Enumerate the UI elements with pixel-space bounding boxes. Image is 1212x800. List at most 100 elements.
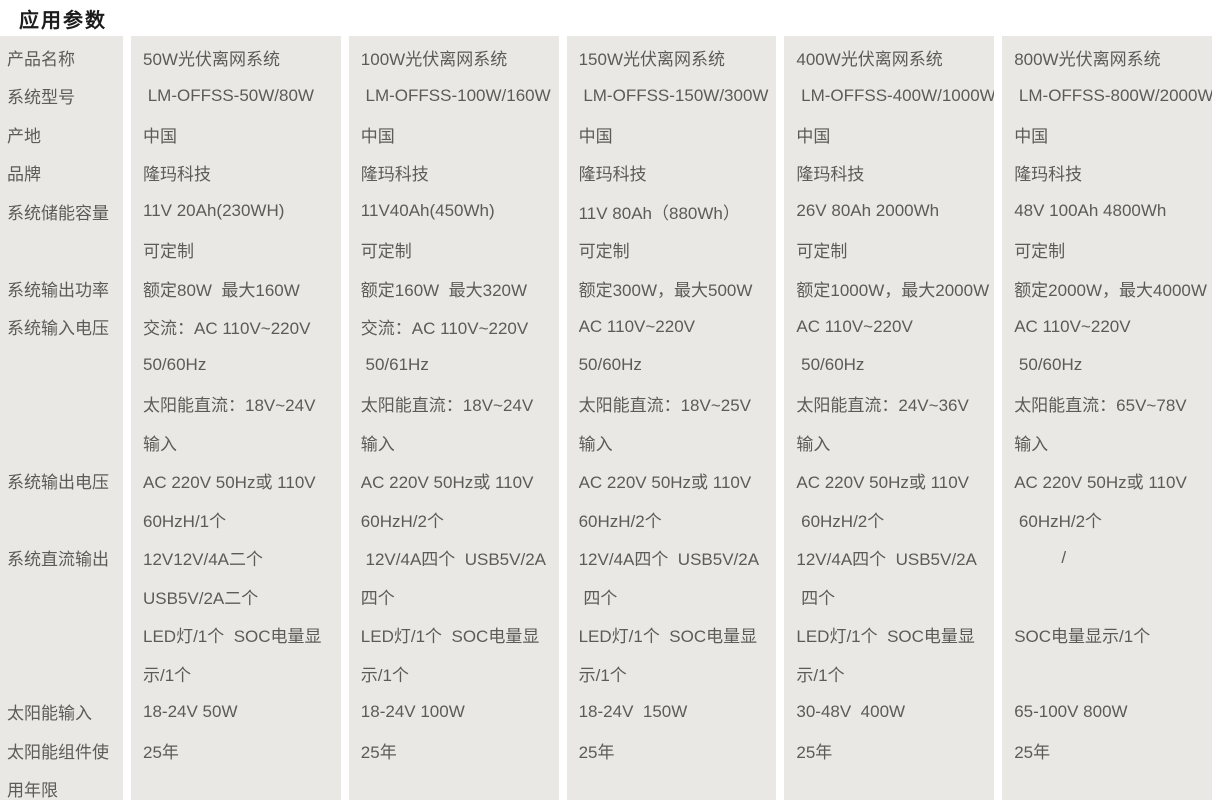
table-cell: [7, 577, 123, 616]
table-cell: 输入: [578, 434, 613, 454]
table-cell: 中国: [578, 126, 613, 146]
table-cell: [1014, 654, 1212, 693]
table-cell: 系统直流输出: [7, 550, 109, 570]
table-cell: 中国: [143, 126, 177, 146]
table-cell: 60HzH/2个: [796, 511, 885, 531]
table-cell: LM-OFFSS-400W/1000W: [796, 85, 995, 105]
table-cell: 太阳能组件使: [7, 742, 109, 762]
table-cell: 产地: [7, 126, 41, 146]
table-cell: 中国: [796, 126, 831, 146]
table-cell: 额定2000W，最大4000W: [1014, 280, 1207, 300]
table-cell: LM-OFFSS-800W/2000W: [1014, 85, 1212, 105]
table-cell: 12V/4A四个 USB5V/2A: [360, 550, 546, 570]
product-column-100w: 100W光伏离网系统 LM-OFFSS-100W/160W 中国 隆玛科技 11V40…: [348, 36, 559, 800]
table-cell: 可定制: [143, 242, 194, 262]
table-cell: 60HzH/2个: [360, 511, 444, 531]
table-cell: 额定80W 最大160W: [143, 280, 300, 300]
table-cell: 65-100V 800W: [1014, 701, 1128, 721]
table-cell: [143, 770, 341, 800]
table-cell: 50W光伏离网系统: [143, 49, 280, 69]
table-cell: 18-24V 150W: [578, 701, 688, 721]
table-cell: 隆玛科技: [796, 165, 865, 185]
table-cell: LED灯/1个 SOC电量显: [360, 627, 540, 647]
table-cell: [361, 770, 559, 800]
product-column-150w: 150W光伏离网系统 LM-OFFSS-150W/300W 中国 隆玛科技 11V 8…: [566, 36, 777, 800]
table-cell: 25年: [143, 742, 179, 762]
product-column-800w: 800W光伏离网系统 LM-OFFSS-800W/2000W 中国 隆玛科技 48V …: [1002, 36, 1212, 800]
table-cell: 可定制: [1014, 242, 1066, 262]
table-cell: 额定160W 最大320W: [360, 280, 528, 300]
table-cell: LM-OFFSS-50W/80W: [143, 85, 314, 105]
table-cell: 太阳能直流：18V~25V: [578, 396, 752, 416]
table-cell: 400W光伏离网系统: [796, 49, 943, 69]
table-cell: 额定300W，最大500W: [578, 280, 753, 300]
table-cell: 系统输入电压: [7, 319, 109, 339]
table-cell: 50/60Hz: [1014, 355, 1083, 375]
table-cell: LM-OFFSS-150W/300W: [578, 85, 769, 105]
table-cell: 12V/4A四个 USB5V/2A: [578, 550, 760, 570]
table-cell: [579, 770, 777, 800]
table-cell: LED灯/1个 SOC电量显: [796, 627, 975, 647]
table-cell: AC 110V~220V: [1014, 316, 1131, 336]
table-cell: 50/60Hz: [143, 355, 207, 375]
table-cell: [7, 423, 123, 462]
table-cell: 交流：AC 110V~220V: [143, 319, 311, 339]
table-cell: 隆玛科技: [360, 165, 429, 185]
table-cell: 太阳能直流：18V~24V: [143, 396, 316, 416]
table-cell: /: [1014, 547, 1067, 567]
table-cell: 输入: [1014, 434, 1049, 454]
spec-table: 产品名称系统型号产地品牌系统储能容量 系统输出功率 系统输入电压 系统输出电压 系统直流…: [0, 36, 1212, 800]
table-cell: 品牌: [7, 165, 41, 185]
table-cell: 系统储能容量: [7, 203, 109, 223]
table-cell: 100W光伏离网系统: [360, 49, 508, 69]
table-cell: 中国: [360, 126, 395, 146]
table-cell: [796, 770, 994, 800]
product-column-50w: 50W光伏离网系统 LM-OFFSS-50W/80W 中国 隆玛科技 11V 20Ah…: [131, 36, 341, 800]
table-cell: 50/60Hz: [578, 355, 642, 375]
table-cell: [7, 346, 123, 385]
table-cell: 11V 20Ah(230WH): [143, 201, 285, 221]
table-cell: 隆玛科技: [1014, 165, 1083, 185]
table-cell: 用年限: [7, 781, 58, 800]
table-cell: [1014, 577, 1212, 616]
product-column-400w: 400W光伏离网系统 LM-OFFSS-400W/1000W 中国隆玛科技 26V …: [784, 36, 995, 800]
table-cell: [7, 500, 123, 539]
table-cell: 可定制: [578, 242, 630, 262]
table-cell: 系统型号: [7, 88, 75, 108]
table-cell: AC 220V 50Hz或 110V: [143, 473, 316, 493]
table-cell: AC 220V 50Hz或 110V: [796, 473, 970, 493]
table-cell: 输入: [796, 434, 831, 454]
table-cell: 26V 80Ah 2000Wh: [796, 201, 940, 221]
table-cell: 800W光伏离网系统: [1014, 49, 1161, 69]
table-cell: 48V 100Ah 4800Wh: [1014, 201, 1167, 221]
table-cell: 60HzH/2个: [1014, 511, 1103, 531]
table-cell: AC 220V 50Hz或 110V: [1014, 473, 1187, 493]
table-cell: AC 220V 50Hz或 110V: [578, 473, 752, 493]
table-cell: 60HzH/1个: [143, 511, 227, 531]
table-cell: 12V12V/4A二个: [143, 550, 264, 570]
table-cell: 18-24V 100W: [360, 701, 465, 721]
table-cell: 系统输出电压: [7, 473, 109, 493]
table-cell: 太阳能直流：65V~78V: [1014, 396, 1187, 416]
table-cell: USB5V/2A二个: [143, 588, 259, 608]
table-cell: 示/1个: [578, 665, 627, 685]
table-cell: 60HzH/2个: [578, 511, 662, 531]
table-cell: 25年: [578, 742, 615, 762]
table-cell: 输入: [360, 434, 395, 454]
table-cell: 隆玛科技: [578, 165, 647, 185]
table-cell: 系统输出功率: [7, 280, 109, 300]
table-cell: 太阳能直流：18V~24V: [360, 396, 534, 416]
table-cell: 太阳能输入: [7, 704, 92, 724]
table-cell: 示/1个: [796, 665, 845, 685]
table-cell: 太阳能直流：24V~36V: [796, 396, 969, 416]
table-cell: SOC电量显示/1个: [1014, 627, 1151, 647]
table-cell: 产品名称: [7, 49, 75, 69]
table-cell: LM-OFFSS-100W/160W: [360, 85, 551, 105]
table-cell: 150W光伏离网系统: [578, 49, 726, 69]
table-cell: 25年: [1014, 742, 1051, 762]
table-cell: AC 110V~220V: [796, 316, 913, 336]
table-cell: 示/1个: [143, 665, 192, 685]
table-cell: 四个: [578, 588, 618, 608]
table-cell: 可定制: [360, 242, 412, 262]
